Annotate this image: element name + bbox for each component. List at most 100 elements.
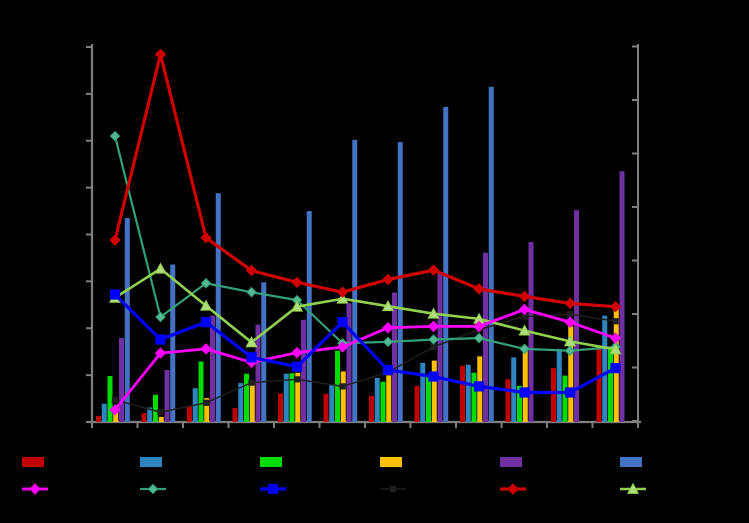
bar-gold-bar xyxy=(113,409,119,422)
legend-line-black xyxy=(380,485,406,493)
legend-bar-dark-red xyxy=(22,457,44,467)
marker-square xyxy=(610,362,621,374)
line-series-line-magenta xyxy=(109,303,622,416)
bar-gold-bar xyxy=(204,398,210,422)
bar-purple-bar xyxy=(574,210,579,422)
marker-diamond xyxy=(200,343,212,355)
marker-square xyxy=(248,379,255,386)
bar-dark-red-bar xyxy=(596,345,602,422)
bar-green-bar xyxy=(198,361,204,422)
marker-triangle xyxy=(626,482,640,494)
marker-diamond xyxy=(291,276,303,289)
bar-purple-bar xyxy=(619,171,625,422)
marker-square xyxy=(564,387,576,398)
bar-green-bar xyxy=(562,375,568,422)
marker-diamond xyxy=(109,234,121,246)
marker-diamond xyxy=(336,341,349,353)
bar-dark-red-bar xyxy=(232,407,238,422)
bar-royal-blue-bar xyxy=(261,282,267,422)
marker-diamond xyxy=(564,316,576,328)
marker-diamond xyxy=(29,483,41,495)
marker-square xyxy=(389,485,397,493)
marker-square xyxy=(566,311,574,318)
bar-series-bar-royal-blue xyxy=(124,86,494,422)
bar-royal-blue-bar xyxy=(443,107,449,422)
marker-diamond xyxy=(518,290,531,303)
line-series-line-light-green xyxy=(108,262,622,355)
marker-diamond xyxy=(154,48,167,61)
bar-dark-red-bar xyxy=(141,413,147,422)
legend-line-sea-green xyxy=(140,483,166,495)
marker-diamond xyxy=(428,334,439,345)
marker-diamond xyxy=(609,300,622,313)
marker-square xyxy=(519,387,530,398)
legend-line-red xyxy=(500,483,526,495)
legend-swatch-bar-gold xyxy=(380,457,402,467)
bar-steel-blue-bar xyxy=(556,348,562,422)
line-series-line-black xyxy=(111,311,619,416)
legend-bar-green xyxy=(260,457,282,467)
bar-dark-red-bar xyxy=(551,368,556,422)
line-series-line-blue xyxy=(109,289,621,398)
marker-diamond xyxy=(154,347,167,359)
bar-royal-blue-bar xyxy=(215,193,221,422)
bar-dark-red-bar xyxy=(414,385,420,422)
bar-purple-bar xyxy=(119,338,124,422)
legend-swatch-bar-dark-red xyxy=(22,457,44,467)
marker-triangle xyxy=(199,299,213,311)
line-red-path xyxy=(113,52,618,309)
marker-square xyxy=(157,409,164,416)
bar-steel-blue-bar xyxy=(238,383,244,422)
bar-steel-blue-bar xyxy=(465,364,471,422)
marker-diamond xyxy=(518,303,531,316)
bar-green-bar xyxy=(107,376,113,422)
line-blue-path xyxy=(113,292,618,395)
marker-diamond xyxy=(473,320,485,333)
bar-green-bar xyxy=(471,372,477,422)
bar-green-bar xyxy=(153,394,158,422)
bar-steel-blue-bar xyxy=(283,373,289,422)
marker-square xyxy=(293,376,301,383)
bar-steel-blue-bar xyxy=(602,315,608,422)
marker-diamond xyxy=(382,273,394,286)
marker-triangle xyxy=(290,300,304,312)
marker-square xyxy=(267,483,279,495)
bar-royal-blue-bar xyxy=(397,142,403,422)
marker-triangle xyxy=(336,292,349,304)
bar-royal-blue-bar xyxy=(124,218,130,422)
bar-steel-blue-bar xyxy=(147,407,153,422)
bar-dark-red-bar xyxy=(460,365,465,422)
bar-green-bar xyxy=(426,374,431,422)
marker-square xyxy=(430,343,437,351)
marker-diamond xyxy=(291,346,303,359)
legend-line-magenta xyxy=(22,483,48,495)
bar-series-bar-gold xyxy=(113,305,619,422)
marker-diamond xyxy=(147,483,159,495)
bar-royal-blue-bar xyxy=(352,139,358,422)
bar-gold-bar xyxy=(249,382,255,422)
marker-diamond xyxy=(200,232,212,244)
marker-diamond xyxy=(155,311,166,323)
marker-square xyxy=(109,289,121,300)
marker-triangle xyxy=(609,343,622,355)
marker-triangle xyxy=(154,262,167,274)
bar-purple-bar xyxy=(346,303,352,422)
legend-bar-gold xyxy=(380,457,402,467)
marker-square xyxy=(291,361,303,372)
marker-square xyxy=(111,396,119,404)
marker-diamond xyxy=(109,130,121,142)
line-sea-green-path xyxy=(113,134,617,352)
legend-swatch-bar-green xyxy=(260,457,282,467)
line-black-path xyxy=(114,313,617,413)
bar-green-bar xyxy=(380,381,386,422)
marker-square xyxy=(246,352,257,363)
marker-triangle xyxy=(427,307,440,319)
bar-dark-red-bar xyxy=(505,379,511,422)
marker-triangle xyxy=(563,335,577,347)
marker-diamond xyxy=(109,404,121,416)
legend-swatch-bar-steel-blue xyxy=(140,457,162,467)
legend-swatch-bar-purple xyxy=(500,457,522,467)
bar-gold-bar xyxy=(386,368,392,422)
bar-steel-blue-bar xyxy=(329,384,335,422)
